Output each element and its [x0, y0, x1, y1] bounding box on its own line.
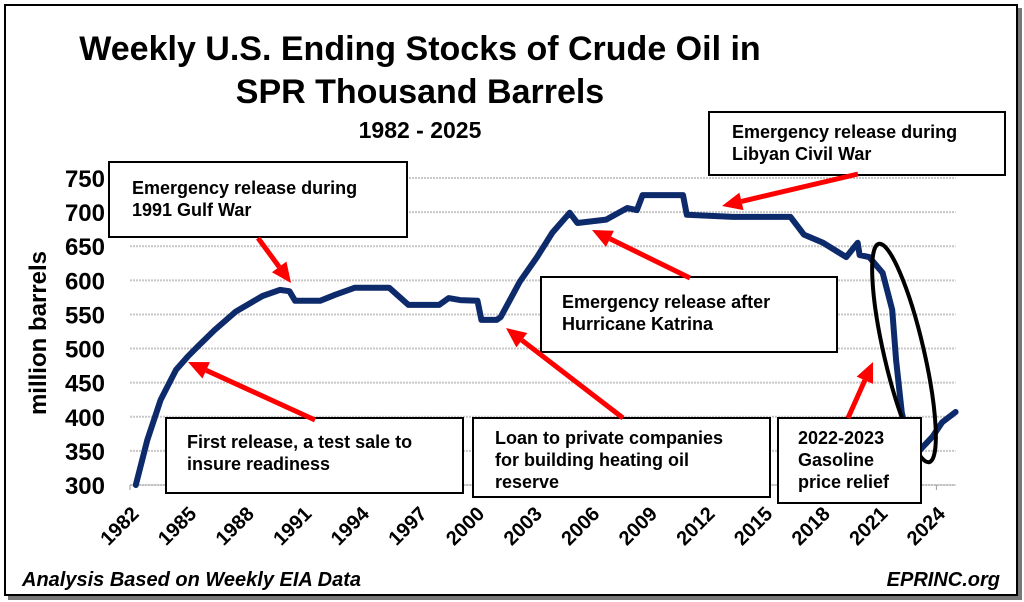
x-tick-label: 1982 [97, 503, 144, 550]
annotation-text: 2022-2023 [798, 428, 884, 448]
x-tick-label: 1994 [327, 502, 375, 550]
x-tick-label: 2003 [500, 503, 547, 550]
arrowhead-icon [592, 230, 614, 247]
annotation-text: Loan to private companies [495, 428, 723, 448]
x-tick-label: 2012 [673, 503, 720, 550]
x-tick-label: 2009 [615, 503, 662, 550]
x-tick-label: 2024 [903, 502, 951, 550]
arrowhead-icon [271, 261, 291, 283]
x-tick-label: 2015 [730, 503, 777, 550]
x-tick-label: 1988 [212, 503, 259, 550]
annotation-text: for building heating oil [495, 450, 689, 470]
arrowhead-icon [856, 362, 874, 384]
arrow-icon [608, 236, 692, 281]
annotation-text: Hurricane Katrina [562, 314, 714, 334]
y-tick-label: 350 [65, 439, 105, 466]
annotation-text: Emergency release during [132, 178, 357, 198]
annotation-text: 1991 Gulf War [132, 200, 251, 220]
y-tick-label: 400 [65, 405, 105, 432]
series-line-spr-stocks [132, 192, 959, 488]
y-tick-label: 600 [65, 268, 105, 295]
arrow-icon [205, 368, 317, 423]
y-tick-label: 750 [65, 166, 105, 193]
y-tick-label: 300 [65, 473, 105, 500]
annotation-text: reserve [495, 472, 559, 492]
arrow-icon [740, 171, 859, 204]
annotation-box [108, 161, 408, 238]
annotation-text: Emergency release after [562, 292, 770, 312]
annotation-box [472, 417, 771, 498]
highlight-ellipse [870, 241, 938, 465]
x-tick-label: 2021 [845, 503, 892, 550]
y-tick-label: 450 [65, 371, 105, 398]
chart-title-line2: SPR Thousand Barrels [236, 73, 604, 111]
arrow-icon [845, 379, 868, 420]
annotation-text: First release, a test sale to [187, 432, 412, 452]
chart-title: Weekly U.S. Ending Stocks of Crude Oil i… [79, 30, 760, 68]
arrowhead-icon [506, 328, 528, 348]
y-tick-label: 650 [65, 234, 105, 261]
y-tick-label: 500 [65, 337, 105, 364]
annotation-text: Gasoline [798, 450, 874, 470]
x-tick-label: 2006 [557, 503, 604, 550]
arrow-icon [255, 236, 282, 269]
annotation-text: Emergency release during [732, 122, 957, 142]
footer-brand: EPRINC.org [887, 569, 1000, 591]
arrowhead-icon [188, 362, 210, 379]
arrow-icon [520, 338, 625, 420]
annotation-text: insure readiness [187, 454, 330, 474]
y-tick-label: 700 [65, 200, 105, 227]
annotation-box [777, 417, 922, 504]
y-axis-label: million barrels [25, 251, 52, 415]
x-tick-label: 1991 [269, 503, 316, 550]
chart-subtitle: 1982 - 2025 [359, 117, 482, 143]
annotation-box [165, 417, 464, 494]
annotation-box [540, 276, 838, 353]
x-tick-label: 1997 [385, 503, 432, 550]
annotation-text: Libyan Civil War [732, 144, 871, 164]
footer-source: Analysis Based on Weekly EIA Data [21, 569, 361, 591]
x-tick-label: 2018 [788, 503, 835, 550]
y-tick-label: 550 [65, 302, 105, 329]
x-tick-label: 2000 [442, 503, 489, 550]
annotation-text: price relief [798, 472, 890, 492]
arrowhead-icon [722, 192, 744, 211]
x-tick-label: 1985 [154, 503, 201, 550]
